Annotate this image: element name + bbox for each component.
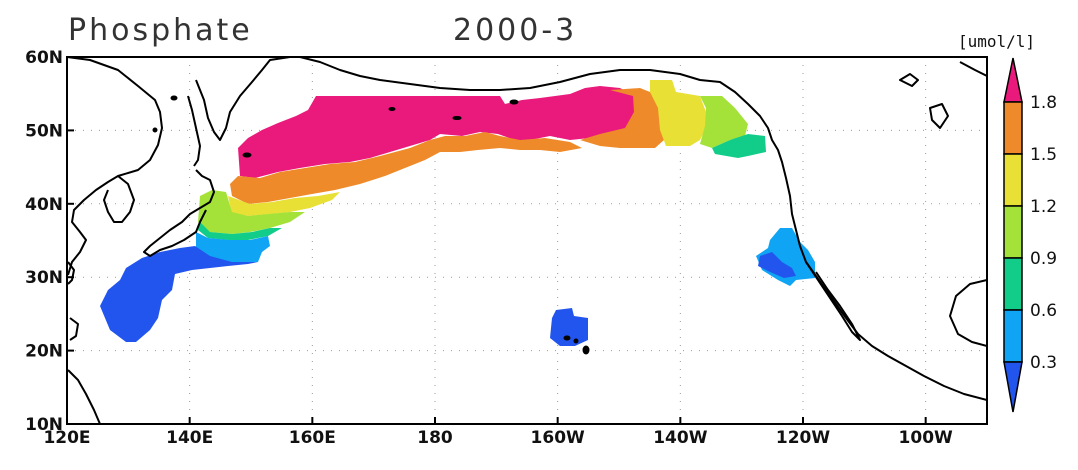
axis-ticks: 120E 140E 160E 180 160W 140W 120W 100W 10N 20N 30N… bbox=[25, 48, 953, 448]
islands bbox=[152, 95, 590, 355]
region-yellow-west bbox=[228, 192, 340, 216]
y-tick-label: 60N bbox=[25, 48, 63, 68]
x-tick-label: 120W bbox=[776, 428, 830, 448]
region-green-east bbox=[700, 96, 748, 148]
colorbar-extend-top bbox=[1003, 57, 1023, 103]
island-hawaii bbox=[582, 345, 590, 355]
philippines-coastline bbox=[67, 317, 101, 424]
colorbar-label: 0.3 bbox=[1030, 353, 1057, 373]
colorbar: 0.3 0.6 0.9 1.2 1.5 1.8 bbox=[1003, 57, 1057, 413]
x-tick-label: 140E bbox=[166, 428, 213, 448]
colorbar-segment bbox=[1003, 309, 1023, 363]
colorbar-label: 0.6 bbox=[1030, 301, 1057, 321]
region-lightblue-west bbox=[196, 232, 270, 262]
coastlines bbox=[67, 57, 987, 424]
island-mark bbox=[388, 107, 396, 111]
y-tick-label: 50N bbox=[25, 121, 63, 141]
japan-coastline bbox=[143, 169, 215, 257]
region-green-west bbox=[198, 190, 305, 234]
region-blue-hawaii bbox=[550, 308, 588, 346]
region-teal-east bbox=[712, 134, 766, 158]
island-hawaii bbox=[573, 338, 579, 344]
colorbar-label: 1.8 bbox=[1030, 93, 1057, 113]
colorbar-segment bbox=[1003, 257, 1023, 311]
y-tick-label: 40N bbox=[25, 195, 63, 215]
island-mark bbox=[452, 116, 462, 120]
island-mark bbox=[170, 95, 178, 101]
x-tick-label: 160W bbox=[531, 428, 585, 448]
x-tick-label: 100W bbox=[899, 428, 953, 448]
island-hawaii bbox=[563, 335, 571, 341]
korea-coastline bbox=[103, 175, 135, 223]
region-blue-california bbox=[758, 252, 796, 278]
colorbar-label: 1.2 bbox=[1030, 197, 1057, 217]
baja-coastline bbox=[805, 261, 861, 341]
units-label: [umol/l] bbox=[958, 32, 1035, 51]
region-orange-gulf-alaska bbox=[580, 88, 664, 148]
region-teal-west bbox=[198, 222, 282, 240]
island-mark bbox=[242, 152, 252, 158]
colorbar-segment bbox=[1003, 205, 1023, 259]
map-frame bbox=[66, 56, 988, 425]
taiwan-coastline bbox=[67, 261, 75, 285]
map-title-period: 2000-3 bbox=[453, 13, 577, 48]
region-pink-subarctic bbox=[238, 86, 636, 178]
sakhalin-coastline bbox=[187, 95, 201, 167]
island-mark bbox=[152, 127, 158, 133]
x-tick-label: 120E bbox=[43, 428, 90, 448]
colorbar-extend-bottom bbox=[1003, 361, 1023, 413]
north-coast-arctic bbox=[899, 61, 987, 129]
gulf-mexico-coastline bbox=[949, 279, 987, 347]
y-tick-label: 30N bbox=[25, 268, 63, 288]
map-title-variable: Phosphate bbox=[68, 13, 253, 48]
y-tick-label: 10N bbox=[25, 415, 63, 435]
island-mark bbox=[509, 99, 519, 105]
colorbar-label: 0.9 bbox=[1030, 249, 1057, 269]
x-tick-label: 160E bbox=[289, 428, 336, 448]
region-yellow-east bbox=[650, 80, 706, 146]
kamchatka-coastline bbox=[195, 57, 291, 141]
phosphate-field bbox=[100, 80, 815, 346]
region-orange-south-band bbox=[230, 132, 582, 204]
region-blue-west-subtropical bbox=[100, 246, 258, 342]
x-tick-label: 140W bbox=[653, 428, 707, 448]
x-tick-label: 180 bbox=[417, 428, 453, 448]
colorbar-label: 1.5 bbox=[1030, 145, 1057, 165]
alaska-coastline bbox=[299, 57, 987, 401]
colorbar-segment bbox=[1003, 101, 1023, 155]
colorbar-segment bbox=[1003, 153, 1023, 207]
y-tick-label: 20N bbox=[25, 342, 63, 362]
